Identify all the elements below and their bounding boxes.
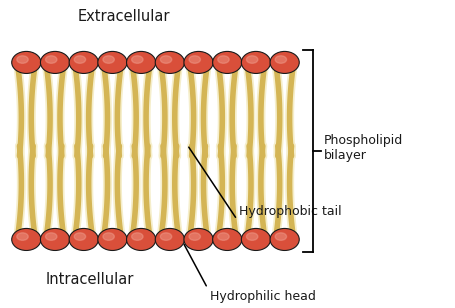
Ellipse shape	[217, 233, 229, 240]
Ellipse shape	[212, 229, 241, 250]
Ellipse shape	[12, 229, 41, 250]
Text: Phospholipid
bilayer: Phospholipid bilayer	[324, 134, 403, 162]
Text: Hydrophilic head: Hydrophilic head	[209, 290, 315, 303]
Ellipse shape	[17, 56, 28, 63]
Ellipse shape	[241, 51, 270, 73]
Ellipse shape	[155, 229, 184, 250]
Ellipse shape	[40, 51, 70, 73]
Ellipse shape	[189, 56, 200, 63]
Ellipse shape	[17, 233, 28, 240]
Ellipse shape	[274, 233, 286, 240]
Ellipse shape	[269, 51, 298, 73]
Ellipse shape	[246, 56, 257, 63]
Ellipse shape	[46, 233, 57, 240]
Text: Intracellular: Intracellular	[46, 272, 134, 286]
Ellipse shape	[183, 229, 212, 250]
Ellipse shape	[46, 56, 57, 63]
Ellipse shape	[126, 229, 156, 250]
Ellipse shape	[103, 233, 114, 240]
Ellipse shape	[12, 51, 41, 73]
Ellipse shape	[131, 56, 143, 63]
Ellipse shape	[160, 233, 172, 240]
Ellipse shape	[40, 229, 70, 250]
Ellipse shape	[160, 56, 172, 63]
Ellipse shape	[269, 229, 298, 250]
Ellipse shape	[241, 229, 270, 250]
Ellipse shape	[69, 229, 98, 250]
Ellipse shape	[98, 51, 127, 73]
Ellipse shape	[126, 51, 156, 73]
Ellipse shape	[189, 233, 200, 240]
Ellipse shape	[69, 51, 98, 73]
Ellipse shape	[103, 56, 114, 63]
Ellipse shape	[274, 56, 286, 63]
Ellipse shape	[74, 233, 86, 240]
Ellipse shape	[246, 233, 257, 240]
Text: Extracellular: Extracellular	[77, 9, 170, 24]
Ellipse shape	[217, 56, 229, 63]
Ellipse shape	[131, 233, 143, 240]
Ellipse shape	[183, 51, 212, 73]
Ellipse shape	[74, 56, 86, 63]
Ellipse shape	[98, 229, 127, 250]
Text: Hydrophobic tail: Hydrophobic tail	[239, 205, 341, 218]
Ellipse shape	[155, 51, 184, 73]
Ellipse shape	[212, 51, 241, 73]
